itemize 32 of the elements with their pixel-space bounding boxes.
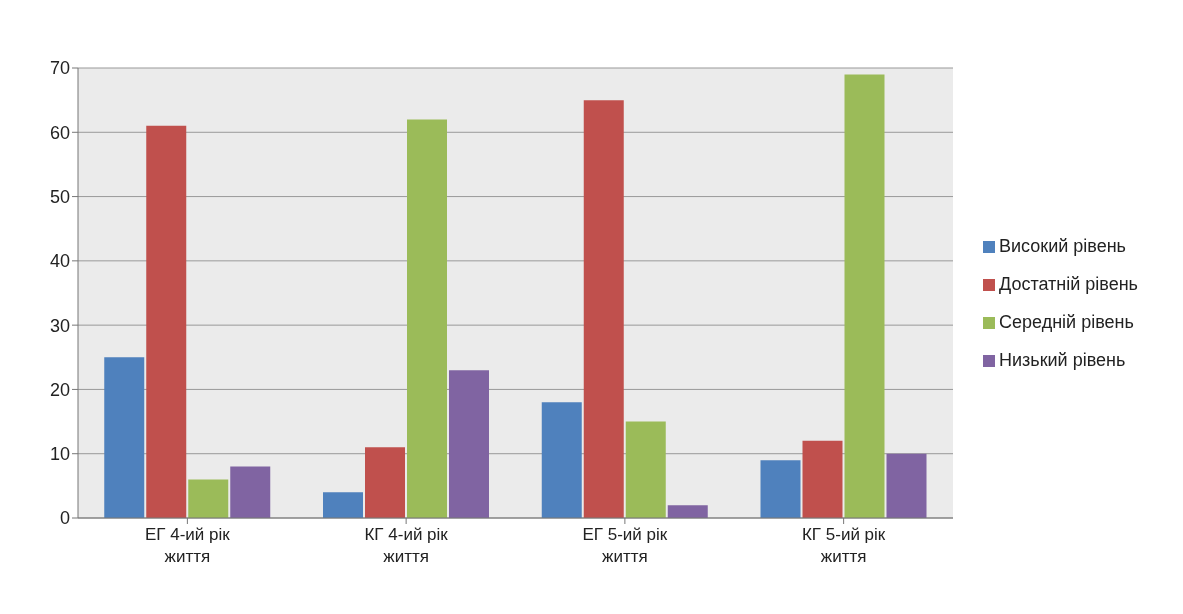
y-tick-label: 10 [49, 444, 70, 465]
bar [146, 125, 187, 518]
legend-label: Середній рівень [999, 312, 1134, 332]
bar [760, 460, 801, 518]
x-tick-label: КГ 5-ий рік життя [801, 525, 886, 566]
bar [886, 453, 927, 518]
legend-label: Низький рівень [999, 350, 1126, 370]
y-tick-label: 40 [49, 251, 70, 272]
bar [230, 466, 271, 518]
x-tick-label: ЕГ 4-ий рік життя [144, 525, 231, 566]
bar [625, 421, 666, 518]
bar [449, 370, 489, 518]
x-tick-label: ЕГ 5-ий рік життя [582, 525, 668, 566]
y-tick-label: 30 [49, 315, 70, 336]
bar [407, 119, 447, 518]
y-tick-label: 70 [49, 58, 70, 79]
bar [188, 479, 229, 518]
y-tick-label: 60 [49, 122, 70, 143]
bar [667, 505, 708, 518]
bar [323, 492, 363, 518]
y-tick-label: 20 [49, 379, 70, 400]
bar [104, 357, 145, 518]
legend-label: Високий рівень [999, 236, 1126, 256]
bar [583, 100, 624, 518]
x-tick-label: КГ 4-ий рік життя [364, 525, 449, 566]
bar [802, 440, 843, 518]
y-tick-label: 0 [59, 508, 70, 529]
bar [541, 402, 582, 518]
bar [365, 447, 405, 518]
legend-label: Достатній рівень [999, 274, 1138, 294]
bar [844, 74, 885, 518]
y-tick-label: 50 [49, 186, 70, 207]
